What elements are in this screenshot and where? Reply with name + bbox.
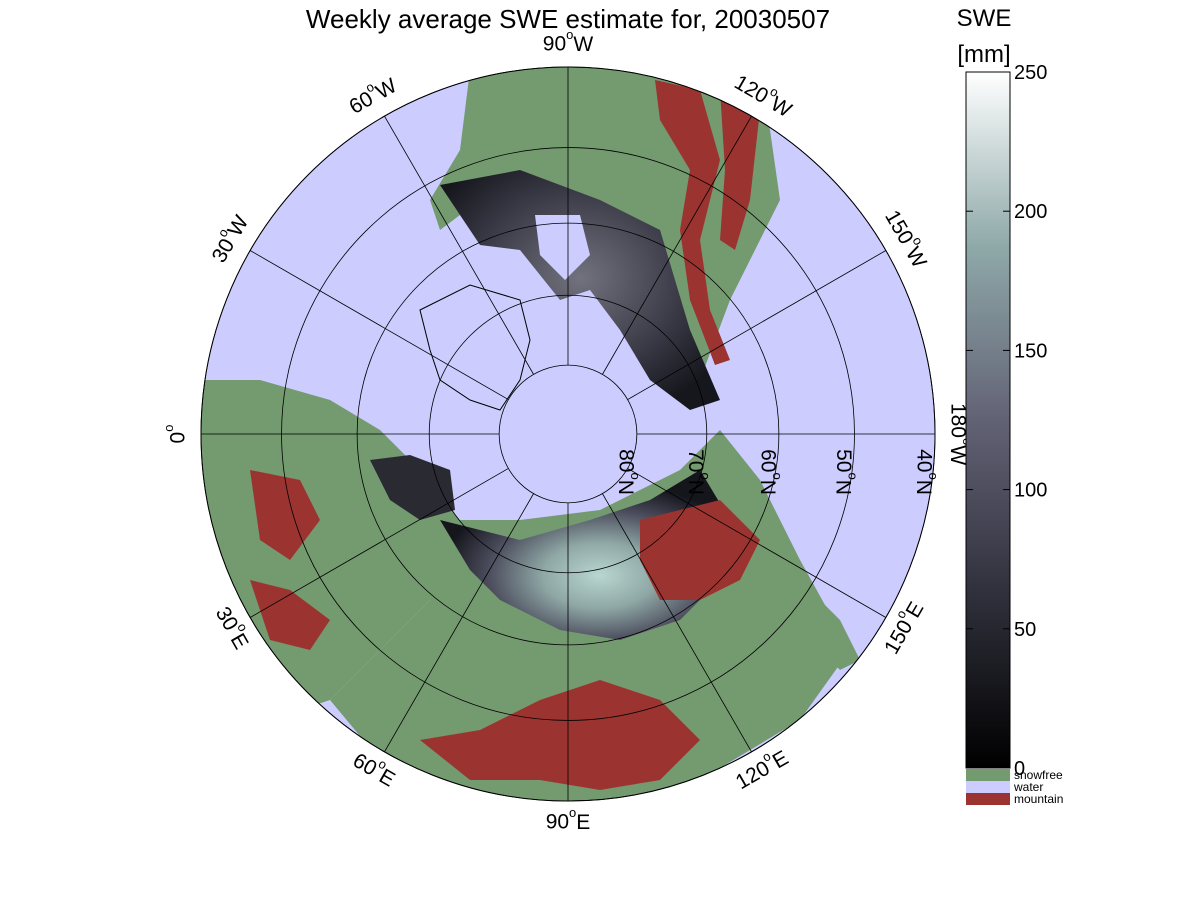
longitude-line-120W	[602, 115, 752, 375]
colorbar-tick-label: 250	[1014, 62, 1047, 84]
latitude-label-40: 40oN	[912, 449, 940, 495]
latitude-label-70: 70oN	[684, 449, 712, 495]
longitude-label-90W: 90oW	[543, 27, 594, 55]
latitude-label-80: 80oN	[614, 449, 642, 495]
longitude-line-150E	[627, 468, 887, 618]
north-america-snow	[440, 170, 720, 410]
longitude-label-90E: 90oE	[546, 805, 591, 833]
longitude-line-60W	[384, 115, 534, 375]
rocky-mountains-west	[720, 90, 760, 250]
longitude-line-150W	[627, 250, 887, 400]
category-swatch-water	[966, 781, 1010, 793]
longitude-line-30W	[249, 250, 509, 400]
colorbar-tick-label: 200	[1014, 201, 1047, 223]
colorbar-tick-label: 100	[1014, 480, 1047, 502]
colorbar-gradient	[965, 71, 1011, 769]
category-label-snowfree: snowfree	[1014, 768, 1063, 782]
map-title: Weekly average SWE estimate for, 2003050…	[306, 4, 830, 34]
colorbar-title-line1: SWE	[957, 5, 1012, 32]
map-border	[200, 66, 936, 802]
category-label-water: water	[1013, 780, 1043, 794]
category-swatch-mountain	[966, 793, 1010, 805]
alps-mountains	[250, 580, 330, 650]
eurasia-snow	[440, 470, 730, 640]
latitude-label-50: 50oN	[832, 449, 860, 495]
map-disc	[200, 66, 936, 802]
latitude-labels: 80oN 70oN 60oN 50oN 40oN	[614, 449, 940, 495]
colorbar-title-line2: [mm]	[957, 41, 1010, 68]
siberia-mountains	[640, 500, 760, 600]
latitude-label-60: 60oN	[756, 449, 784, 495]
category-swatch-snowfree	[966, 769, 1010, 781]
scandinavia-snow	[370, 455, 455, 520]
longitude-line-120E	[602, 493, 752, 753]
rocky-mountains	[655, 80, 730, 365]
greenland-outline	[419, 284, 531, 411]
colorbar-tick-label: 150	[1014, 340, 1047, 362]
longitude-line-60E	[384, 493, 534, 753]
himalaya-tibet-mountains	[420, 680, 700, 790]
colorbar-tick-label: 50	[1014, 619, 1036, 641]
category-label-mountain: mountain	[1014, 792, 1063, 806]
longitude-label-0: 0o	[161, 425, 189, 444]
hudson-bay-water	[535, 215, 590, 280]
colorbar-tick-label: 0	[1014, 758, 1025, 780]
european-mountains	[250, 470, 320, 560]
longitude-line-30E	[249, 468, 509, 618]
colorbar: SWE [mm] 250 200 150 100 50 0 snowfreewatermo…	[957, 5, 1064, 806]
japan-land	[810, 590, 860, 670]
